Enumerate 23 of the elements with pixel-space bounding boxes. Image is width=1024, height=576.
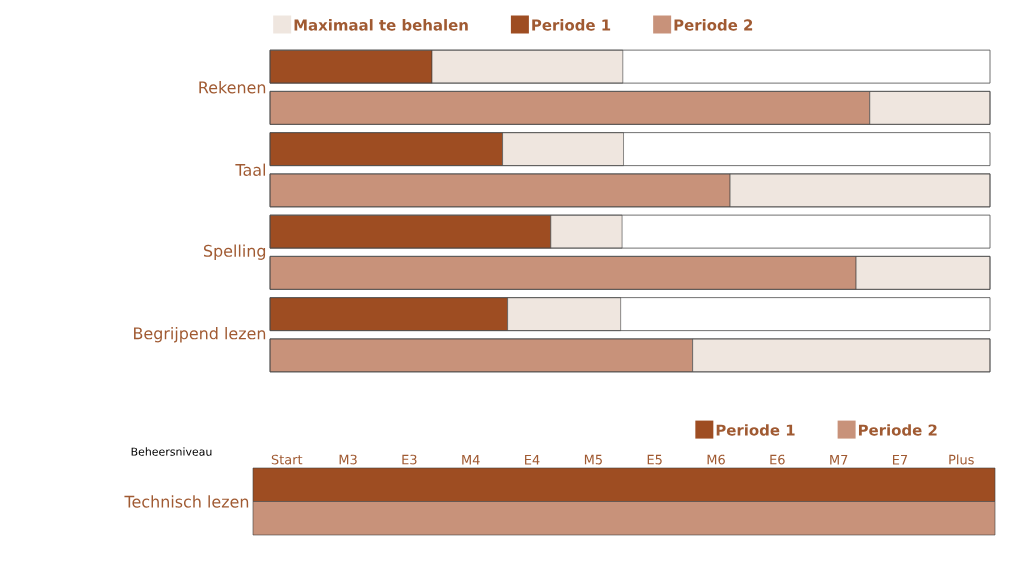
annotation: M4 <box>462 455 480 465</box>
y-tick-label: Rekenen <box>199 81 266 94</box>
legend-label: Periode 1 <box>716 424 795 436</box>
y-tick-label: Technisch lezen <box>124 495 249 508</box>
legend-label: Maximaal te behalen <box>294 19 468 31</box>
annotation: M6 <box>707 454 725 465</box>
x-axis-title: Beheersniveau <box>131 447 212 456</box>
annotation: M7 <box>830 455 848 465</box>
legend-label: Periode 1 <box>532 19 611 31</box>
annotation: E6 <box>770 454 785 465</box>
annotation: Plus <box>949 454 974 465</box>
annotation: M3 <box>339 454 357 465</box>
annotation: E7 <box>893 455 908 465</box>
annotation: E3 <box>402 454 417 465</box>
text: Periode 2 <box>858 424 937 436</box>
annotation: M5 <box>584 454 602 465</box>
legend-label: Periode 2 <box>674 19 753 31</box>
y-tick-label: Taal <box>235 163 266 176</box>
annotation: E4 <box>525 455 540 465</box>
annotation: E5 <box>647 454 662 465</box>
annotation: Start <box>271 454 303 465</box>
y-tick-label: Spelling <box>203 244 266 260</box>
y-tick-label: Begrijpend lezen <box>134 327 266 343</box>
